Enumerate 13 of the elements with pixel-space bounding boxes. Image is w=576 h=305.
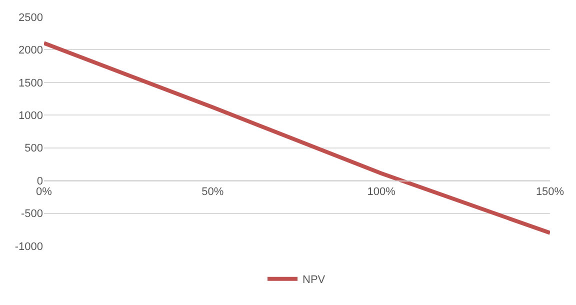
- x-tick-label: 150%: [536, 186, 564, 198]
- x-tick-label: 0%: [36, 186, 52, 198]
- y-tick-label: -500: [20, 208, 43, 220]
- y-tick-label: 2500: [18, 12, 43, 24]
- y-tick-label: 2000: [18, 44, 43, 57]
- legend-label: NPV: [302, 274, 326, 286]
- y-tick-label: 0: [36, 175, 43, 188]
- y-tick-label: 1000: [18, 110, 43, 122]
- y-tick-label: -1000: [14, 240, 43, 253]
- x-tick-label: 50%: [202, 186, 224, 198]
- x-tick-label: 100%: [367, 186, 396, 198]
- y-tick-label: 500: [24, 142, 43, 155]
- y-tick-label: 1500: [18, 77, 43, 90]
